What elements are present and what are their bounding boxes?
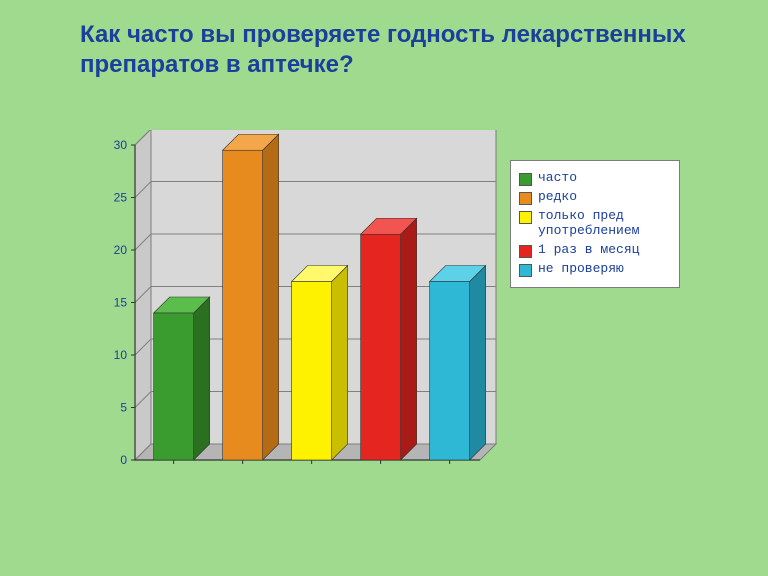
y-tick-label: 0 <box>120 453 127 467</box>
legend-label: только пред употреблением <box>538 209 639 239</box>
legend-item: не проверяю <box>519 262 671 277</box>
bar <box>223 134 279 464</box>
chart-legend: часто редко только пред употреблением 1 раз… <box>510 160 680 288</box>
y-tick-label: 10 <box>114 348 128 362</box>
bar <box>430 266 486 465</box>
legend-label: не проверяю <box>538 262 624 277</box>
legend-swatch <box>519 245 532 258</box>
y-tick-label: 5 <box>120 401 127 415</box>
y-tick-label: 20 <box>114 243 128 257</box>
bar <box>154 297 210 464</box>
legend-item: только пред употреблением <box>519 209 671 239</box>
bar <box>292 266 348 465</box>
y-tick-label: 30 <box>114 138 128 152</box>
legend-item: часто <box>519 171 671 186</box>
legend-label: редко <box>538 190 577 205</box>
bar <box>361 218 417 464</box>
slide: Как часто вы проверяете годность лекарст… <box>0 0 768 576</box>
legend-label: часто <box>538 171 577 186</box>
legend-swatch <box>519 211 532 224</box>
legend-item: 1 раз в месяц <box>519 243 671 258</box>
slide-title: Как часто вы проверяете годность лекарст… <box>80 20 708 80</box>
y-tick-label: 25 <box>114 191 128 205</box>
legend-label: 1 раз в месяц <box>538 243 639 258</box>
legend-swatch <box>519 264 532 277</box>
legend-swatch <box>519 173 532 186</box>
y-tick-label: 15 <box>114 296 128 310</box>
bar-chart: 0 5 10 15 20 25 30 часто редко только пред употр… <box>80 130 690 510</box>
legend-swatch <box>519 192 532 205</box>
legend-item: редко <box>519 190 671 205</box>
